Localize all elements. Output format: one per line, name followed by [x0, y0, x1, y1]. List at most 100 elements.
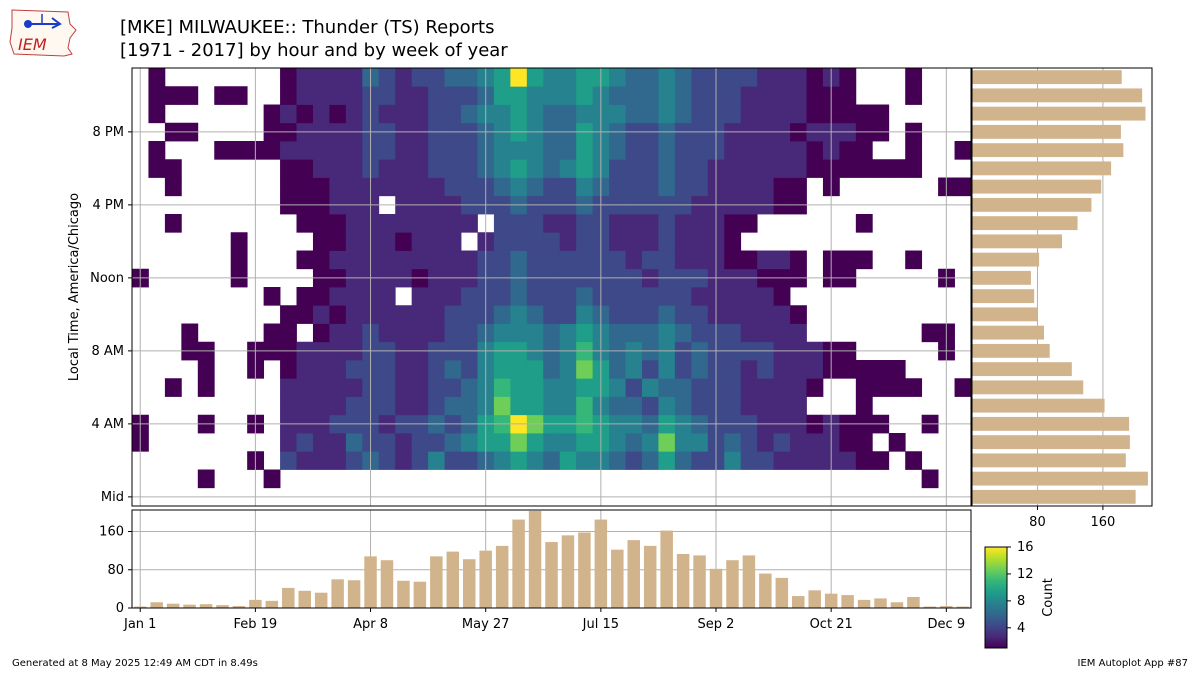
weekly-bar: [249, 599, 262, 608]
heatmap-cell: [543, 141, 561, 160]
heatmap-cell: [609, 214, 626, 233]
heatmap-cell: [658, 360, 676, 379]
heatmap-cell: [872, 159, 890, 178]
heatmap-cell: [493, 141, 511, 160]
heatmap-cell: [609, 141, 626, 160]
hourly-bar: [972, 234, 1062, 249]
heatmap-cell: [395, 214, 413, 233]
heatmap-cell: [411, 433, 429, 452]
heatmap-cell: [757, 323, 774, 343]
heatmap-cell: [609, 433, 626, 452]
heatmap-cell: [757, 378, 774, 397]
heatmap-cell: [543, 250, 561, 270]
heatmap-cell: [296, 360, 314, 379]
heatmap-cell: [576, 86, 594, 105]
heatmap-cell: [411, 214, 429, 233]
heatmap-cell: [148, 159, 166, 178]
heatmap-cell: [526, 159, 544, 178]
heatmap-cell: [296, 86, 314, 105]
heatmap-cell: [395, 177, 413, 197]
heatmap-cell: [691, 86, 709, 105]
heatmap-cell: [543, 214, 561, 233]
heatmap-cell: [790, 159, 807, 178]
heatmap-cell: [757, 141, 774, 160]
heatmap-cell: [625, 323, 643, 343]
heatmap-cell: [839, 68, 857, 87]
x-tick-label: Jan 1: [123, 617, 156, 632]
x-tick-label: Feb 19: [234, 617, 278, 632]
heatmap-cell: [625, 159, 643, 178]
heatmap-cell: [312, 433, 330, 452]
heatmap-cell: [773, 86, 791, 105]
hourly-bar: [972, 252, 1040, 267]
heatmap-cell: [411, 159, 429, 178]
heatmap-cell: [444, 177, 462, 197]
heatmap-cell: [148, 141, 166, 160]
heatmap-cell: [526, 214, 544, 233]
heatmap-cell: [609, 159, 626, 178]
right-frame: [971, 67, 1153, 507]
heatmap-cell: [625, 433, 643, 452]
heatmap-cell: [526, 396, 544, 416]
y-axis-label: Local Time, America/Chicago: [67, 193, 82, 381]
heatmap-cell: [674, 287, 692, 306]
heatmap-cell: [839, 104, 857, 124]
heatmap-cell: [230, 86, 248, 105]
colorbar-tick-label: 16: [1017, 540, 1034, 555]
heatmap-cell: [872, 451, 890, 470]
heatmap-cell: [888, 378, 906, 397]
heatmap-cell: [510, 177, 528, 197]
heatmap-cell: [559, 451, 577, 470]
heatmap-cell: [757, 305, 774, 324]
weekly-bar: [495, 545, 509, 608]
heatmap-cell: [395, 104, 413, 124]
heatmap-cell: [691, 378, 709, 397]
weekly-bar: [545, 542, 558, 608]
weekly-bar: [528, 510, 542, 608]
heatmap-cell: [428, 86, 445, 105]
weekly-bar: [430, 556, 443, 608]
heatmap-cell: [296, 159, 314, 178]
weekly-bar: [693, 555, 706, 608]
heatmap-cell: [444, 396, 462, 416]
heatmap-cell: [658, 141, 676, 160]
heatmap-cell: [378, 232, 396, 251]
heatmap-cell: [526, 305, 544, 324]
weekly-bar: [462, 559, 476, 608]
heatmap-cell: [691, 451, 709, 470]
heatmap-cell: [345, 323, 363, 343]
heatmap-cell: [312, 177, 330, 197]
heatmap-cell: [411, 177, 429, 197]
heatmap-cell: [691, 141, 709, 160]
heatmap-cell: [378, 214, 396, 233]
heatmap-cell: [493, 214, 511, 233]
heatmap-cell: [493, 451, 511, 470]
heatmap-cell: [230, 250, 248, 270]
heatmap-cell: [428, 68, 445, 87]
heatmap-cell: [559, 305, 577, 324]
heatmap-cell: [329, 305, 347, 324]
heatmap-cell: [625, 214, 643, 233]
heatmap-cell: [312, 86, 330, 105]
heatmap-cell: [559, 86, 577, 105]
heatmap-cell: [559, 177, 577, 197]
heatmap-cell: [230, 141, 248, 160]
heatmap-cell: [444, 433, 462, 452]
bottom-y-tick-label: 160: [99, 525, 124, 540]
weekly-bar: [298, 590, 311, 608]
heatmap-cells: [132, 68, 972, 489]
heatmap-cell: [773, 378, 791, 397]
heatmap-cell: [378, 396, 396, 416]
heatmap-cell: [461, 378, 478, 397]
heatmap-cell: [280, 86, 297, 105]
heatmap-cell: [625, 396, 643, 416]
heatmap-cell: [609, 451, 626, 470]
heatmap-cell: [724, 360, 742, 379]
heatmap-cell: [855, 250, 873, 270]
heatmap-cell: [378, 305, 396, 324]
heatmap-cell: [543, 177, 561, 197]
heatmap-cell: [691, 305, 709, 324]
heatmap-cell: [461, 68, 478, 87]
weekly-bar: [594, 519, 608, 608]
heatmap-cell: [493, 378, 511, 397]
